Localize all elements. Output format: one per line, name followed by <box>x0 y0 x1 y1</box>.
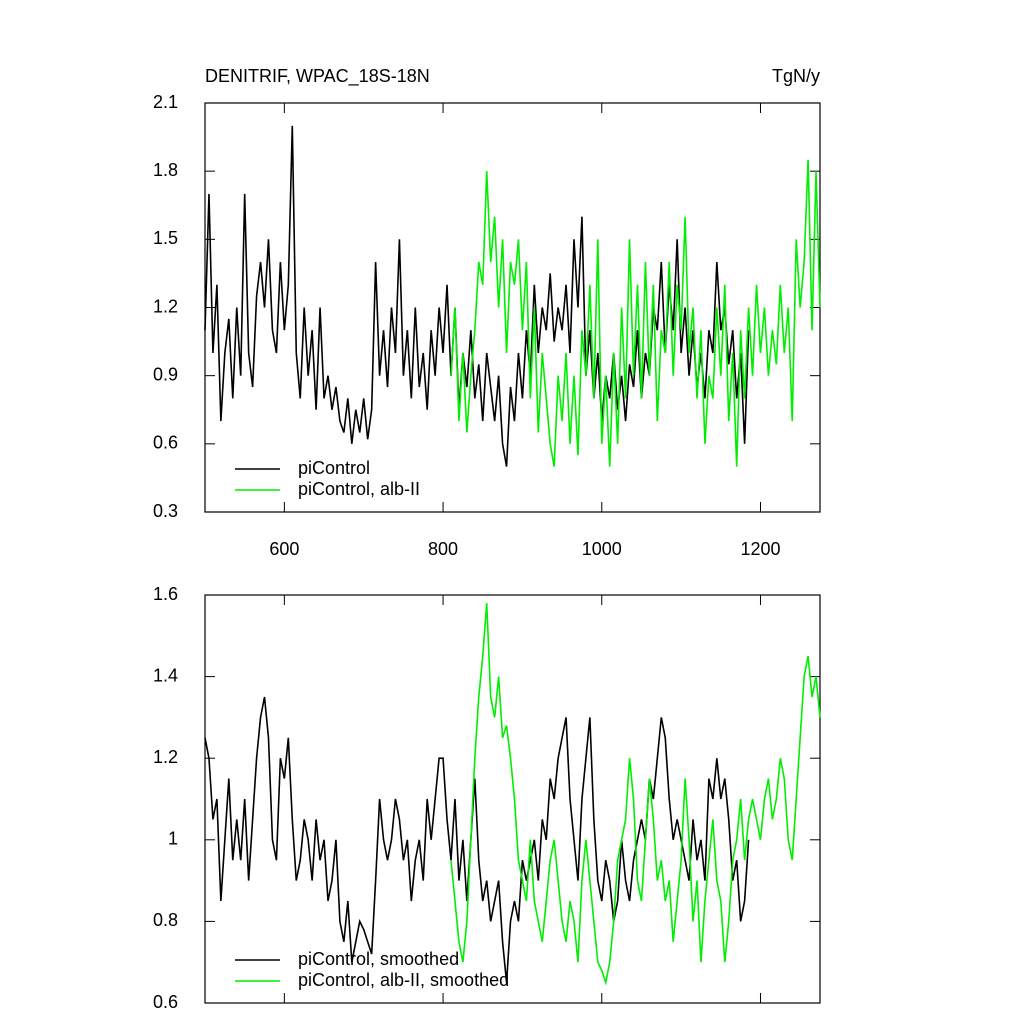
y-tick-label: 1 <box>168 829 178 849</box>
y-tick-label: 1.5 <box>153 228 178 248</box>
y-tick-label: 0.8 <box>153 910 178 930</box>
data-line <box>450 603 821 986</box>
y-tick-label: 1.2 <box>153 747 178 767</box>
y-tick-label: 0.6 <box>153 433 178 453</box>
y-tick-label: 2.1 <box>153 92 178 112</box>
data-line <box>450 159 821 467</box>
y-tick-label: 1.8 <box>153 160 178 180</box>
y-tick-label: 0.6 <box>153 992 178 1012</box>
x-tick-label: 800 <box>428 539 458 559</box>
legend-label: piControl, alb-II <box>298 479 420 499</box>
x-tick-label: 1200 <box>740 539 780 559</box>
y-tick-label: 1.4 <box>153 665 178 685</box>
plot-frame <box>204 594 821 1004</box>
data-line <box>204 696 750 983</box>
legend-label: piControl <box>298 458 370 478</box>
chart-title: DENITRIF, WPAC_18S-18N <box>205 66 430 87</box>
units-label: TgN/y <box>772 66 820 86</box>
plot-frame <box>204 102 821 513</box>
legend-label: piControl, smoothed <box>298 949 459 969</box>
legend-label: piControl, alb-II, smoothed <box>298 970 509 990</box>
data-line <box>204 125 750 467</box>
y-tick-label: 1.2 <box>153 296 178 316</box>
y-tick-label: 0.9 <box>153 364 178 384</box>
y-tick-label: 1.6 <box>153 584 178 604</box>
x-tick-label: 600 <box>269 539 299 559</box>
x-tick-label: 1000 <box>582 539 622 559</box>
y-tick-label: 0.3 <box>153 501 178 521</box>
